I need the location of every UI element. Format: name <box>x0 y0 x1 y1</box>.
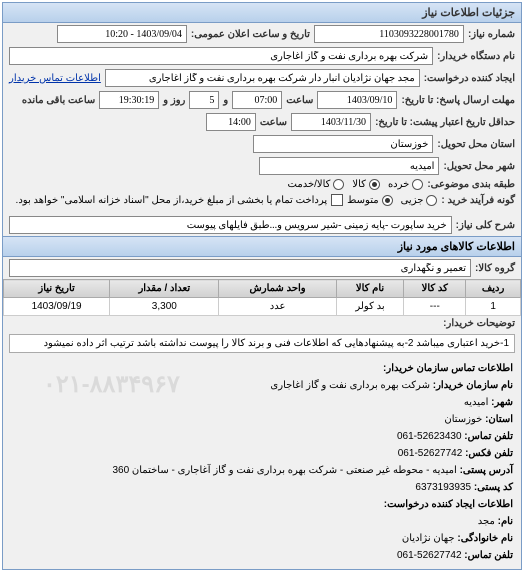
col-name: نام کالا <box>336 280 404 298</box>
requester-label: ایجاد کننده درخواست: <box>424 73 515 84</box>
remain-days-prefix: و <box>223 95 228 106</box>
cell-unit: عدد <box>219 298 336 316</box>
radio-goods-label: کالا <box>352 179 366 190</box>
remain-days-input <box>189 91 219 109</box>
group-type-label: طبقه بندی موضوعی: <box>427 179 515 190</box>
notes-value: 1-خرید اعتباری میباشد 2-به پیشنهادهایی ک… <box>9 334 515 353</box>
need-title-label: شرح کلی نیاز: <box>456 220 515 231</box>
buyer-label: نام دستگاه خریدار: <box>437 51 515 62</box>
deadline-time-label: ساعت <box>286 95 313 106</box>
org-name-value: شرکت بهره برداری نفت و گاز اغاجاری <box>270 380 430 391</box>
cr-family-value: جهان نژادیان <box>402 533 455 544</box>
requester-input[interactable] <box>105 69 420 87</box>
col-code: کد کالا <box>404 280 466 298</box>
goods-table: ردیف کد کالا نام کالا واحد شمارش تعداد /… <box>3 279 521 316</box>
remain-days-suffix: روز و <box>163 95 185 106</box>
radio-medium-label: متوسط <box>347 195 378 206</box>
number-label: شماره نیاز: <box>468 29 515 40</box>
radio-partial[interactable]: جزیی <box>401 195 438 206</box>
contact-link[interactable]: اطلاعات تماس خریدار <box>9 73 101 84</box>
cr-name-value: مجد <box>478 516 495 527</box>
cell-name: بد کولر <box>336 298 404 316</box>
c-phone-value: 52623430-061 <box>397 431 462 442</box>
contact-info-block: ۰۲۱-۸۸۳۴۹۶۷ اطلاعات تماس سازمان خریدار: … <box>3 356 521 569</box>
city-input[interactable] <box>259 157 439 175</box>
details-panel: جزئیات اطلاعات نیاز شماره نیاز: تاریخ و … <box>2 2 522 570</box>
cell-code: --- <box>404 298 466 316</box>
goods-group-label: گروه کالا: <box>475 263 515 274</box>
remain-suffix: ساعت باقی مانده <box>22 95 95 106</box>
quote-date-input[interactable] <box>291 113 371 131</box>
group-type-radios: خرده کالا کالا/خدمت <box>288 179 424 190</box>
radio-minor[interactable]: خرده <box>388 179 423 190</box>
goods-group-input[interactable] <box>9 259 471 277</box>
goods-section-title: اطلاعات کالاهای مورد نیاز <box>3 236 521 257</box>
c-address-label: آدرس پستی: <box>460 465 513 476</box>
c-postal-label: کد پستی: <box>474 482 513 493</box>
radio-minor-label: خرده <box>388 179 409 190</box>
col-date: تاریخ نیاز <box>4 280 110 298</box>
col-unit: واحد شمارش <box>219 280 336 298</box>
c-fax-label: تلفن فکس: <box>465 448 513 459</box>
c-province-value: خوزستان <box>444 414 482 425</box>
province-label: استان محل تحویل: <box>437 139 515 150</box>
creator-section-label: اطلاعات ایجاد کننده درخواست: <box>384 499 513 510</box>
quote-label: حداقل تاریخ اعتبار پیشت: تا تاریخ: <box>375 117 515 128</box>
province-input[interactable] <box>253 135 433 153</box>
deadline-label: مهلت ارسال پاسخ: تا تاریخ: <box>401 95 515 106</box>
radio-service[interactable]: کالا/خدمت <box>288 179 345 190</box>
contact-section-label: اطلاعات تماس سازمان خریدار: <box>383 363 513 374</box>
cell-row: 1 <box>466 298 521 316</box>
table-header-row: ردیف کد کالا نام کالا واحد شمارش تعداد /… <box>4 280 521 298</box>
col-row: ردیف <box>466 280 521 298</box>
radio-goods[interactable]: کالا <box>352 179 380 190</box>
col-qty: تعداد / مقدار <box>110 280 219 298</box>
c-province-label: استان: <box>485 414 513 425</box>
table-row[interactable]: 1 --- بد کولر عدد 3,300 1403/09/19 <box>4 298 521 316</box>
c-postal-value: 6373193935 <box>415 482 471 493</box>
cell-qty: 3,300 <box>110 298 219 316</box>
panel-title: جزئیات اطلاعات نیاز <box>3 3 521 23</box>
c-address-value: امیدیه - محوطه غیر صنعتی - شرکت بهره برد… <box>112 465 456 476</box>
announce-label: تاریخ و ساعت اعلان عمومی: <box>191 29 310 40</box>
treasury-checkbox[interactable] <box>331 194 343 206</box>
cr-name-label: نام: <box>498 516 513 527</box>
need-title-input[interactable] <box>9 216 452 234</box>
org-name-label: نام سازمان خریدار: <box>433 380 513 391</box>
purchase-kind-radios: جزیی متوسط <box>347 195 437 206</box>
cell-date: 1403/09/19 <box>4 298 110 316</box>
c-city-value: امیدیه <box>464 397 489 408</box>
buyer-input[interactable] <box>9 47 433 65</box>
purchase-note: پرداخت تمام یا بخشی از مبلغ خرید،از محل … <box>16 195 328 206</box>
cr-family-label: نام خانوادگی: <box>457 533 513 544</box>
notes-label: توضیحات خریدار: <box>443 318 515 329</box>
c-city-label: شهر: <box>491 397 513 408</box>
radio-medium[interactable]: متوسط <box>347 195 392 206</box>
cr-phone-label: تلفن تماس: <box>464 550 513 561</box>
c-fax-value: 52627742-061 <box>398 448 463 459</box>
radio-service-label: کالا/خدمت <box>288 179 331 190</box>
remain-time-input <box>99 91 159 109</box>
quote-time-label: ساعت <box>260 117 287 128</box>
quote-time-input[interactable] <box>206 113 256 131</box>
deadline-date-input[interactable] <box>317 91 397 109</box>
deadline-time-input[interactable] <box>232 91 282 109</box>
c-phone-label: تلفن تماس: <box>464 431 513 442</box>
city-label: شهر محل تحویل: <box>443 161 515 172</box>
number-input[interactable] <box>314 25 464 43</box>
purchase-kind-label: گونه فرآیند خرید : <box>441 195 515 206</box>
radio-partial-label: جزیی <box>401 195 424 206</box>
announce-input[interactable] <box>57 25 187 43</box>
cr-phone-value: 52627742-061 <box>397 550 462 561</box>
